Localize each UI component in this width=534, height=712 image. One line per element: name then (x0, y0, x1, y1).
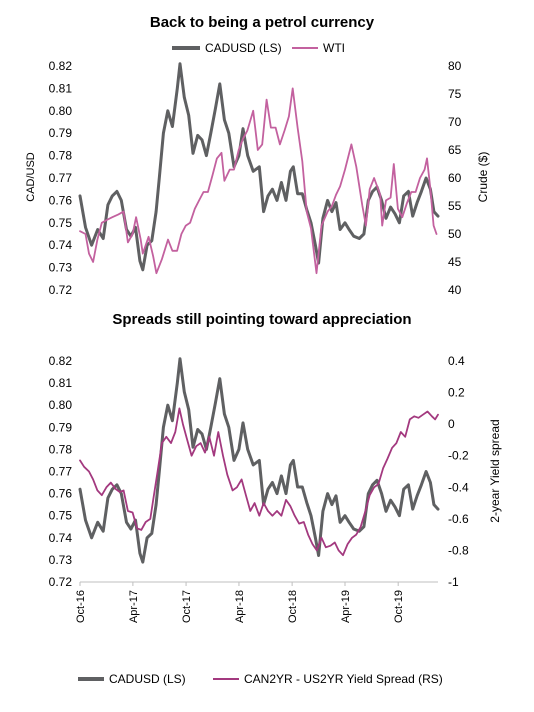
chart2-series-line-2 (79, 407, 439, 557)
chart2-left-tick-label: 0.82 (49, 354, 73, 368)
chart2-x-tick-label: Oct-16 (75, 590, 87, 623)
chart1-right-tick-label: 60 (448, 171, 462, 185)
chart1-right-tick-label: 50 (448, 227, 462, 241)
chart2-left-tick-label: 0.80 (49, 398, 73, 412)
chart2-left-tick-label: 0.73 (49, 553, 73, 567)
chart2-x-tick-label: Oct-17 (181, 590, 193, 623)
chart2-title: Spreads still pointing toward appreciati… (112, 311, 411, 328)
chart2-left-tick-label: 0.75 (49, 509, 73, 523)
chart2-right-tick-label: -0.6 (448, 512, 469, 526)
chart1-left-tick-label: 0.81 (49, 81, 73, 95)
chart1-left-tick-label: 0.80 (49, 104, 73, 118)
chart2-left-tick-label: 0.77 (49, 465, 73, 479)
chart2-x-tick-label: Oct-19 (393, 590, 405, 623)
chart2-left-tick-label: 0.72 (49, 575, 73, 589)
chart2-left-tick-label: 0.78 (49, 442, 73, 456)
chart1-right-tick-label: 40 (448, 283, 462, 297)
chart1-left-tick-label: 0.75 (49, 216, 73, 230)
chart2-left-tick-label: 0.76 (49, 487, 73, 501)
chart2-right-tick-label: -0.4 (448, 480, 469, 494)
chart2-y2label: 2-year Yield spread (488, 419, 502, 522)
chart2-x-tick-label: Apr-18 (234, 590, 246, 623)
chart2-right-tick-label: -1 (448, 575, 459, 589)
chart1-left-tick-label: 0.79 (49, 126, 73, 140)
chart2-plot: 0.82 0.81 0.80 0.79 0.78 0.77 0.76 0.75 0.74 0.73… (49, 354, 469, 686)
chart1-right-tick-label: 45 (448, 255, 462, 269)
chart2-right-tick-label: 0.4 (448, 354, 465, 368)
chart2-x-tick-label: Oct-18 (287, 590, 299, 623)
chart1-ylabel: CAD/USD (25, 152, 37, 202)
chart2-x-tick-label: Apr-19 (340, 590, 352, 623)
chart1-right-tick-label: 70 (448, 115, 462, 129)
chart2-left-tick-label: 0.81 (49, 376, 73, 390)
chart1-legend-label-1: CADUSD (LS) (205, 41, 282, 55)
chart2-legend-label-1: CADUSD (LS) (109, 672, 186, 686)
chart2-right-tick-label: 0 (448, 417, 455, 431)
chart2-left-tick-label: 0.74 (49, 531, 73, 545)
chart1-left-tick-label: 0.76 (49, 193, 73, 207)
chart1-y2label: Crude ($) (476, 152, 490, 203)
chart1-right-tick-label: 75 (448, 87, 462, 101)
chart2-left-tick-label: 0.79 (49, 420, 73, 434)
chart2-legend-label-2: CAN2YR - US2YR Yield Spread (RS) (244, 672, 443, 686)
chart2-right-tick-label: 0.2 (448, 386, 465, 400)
chart1-left-tick-label: 0.72 (49, 283, 73, 297)
chart2-right-tick-label: -0.2 (448, 449, 469, 463)
chart1-legend-label-2: WTI (323, 41, 345, 55)
chart1-series-line-2 (79, 87, 438, 275)
chart1-plot: 0.82 0.81 0.80 0.79 0.78 0.77 0.76 0.75 0.74 0.73… (49, 41, 462, 297)
chart1-left-tick-label: 0.74 (49, 238, 73, 252)
chart1-left-tick-label: 0.77 (49, 171, 73, 185)
chart1-series-line-1 (78, 62, 440, 272)
chart1-title: Back to being a petrol currency (150, 14, 375, 31)
chart1-left-tick-label: 0.78 (49, 149, 73, 163)
chart2-series-line-1 (78, 357, 440, 564)
chart1-right-tick-label: 80 (448, 59, 462, 73)
chart1-right-tick-label: 55 (448, 199, 462, 213)
chart2-x-tick-label: Apr-17 (128, 590, 140, 623)
chart1-right-tick-label: 65 (448, 143, 462, 157)
chart1-left-tick-label: 0.73 (49, 261, 73, 275)
chart1-left-tick-label: 0.82 (49, 59, 73, 73)
chart2-right-tick-label: -0.8 (448, 543, 469, 557)
